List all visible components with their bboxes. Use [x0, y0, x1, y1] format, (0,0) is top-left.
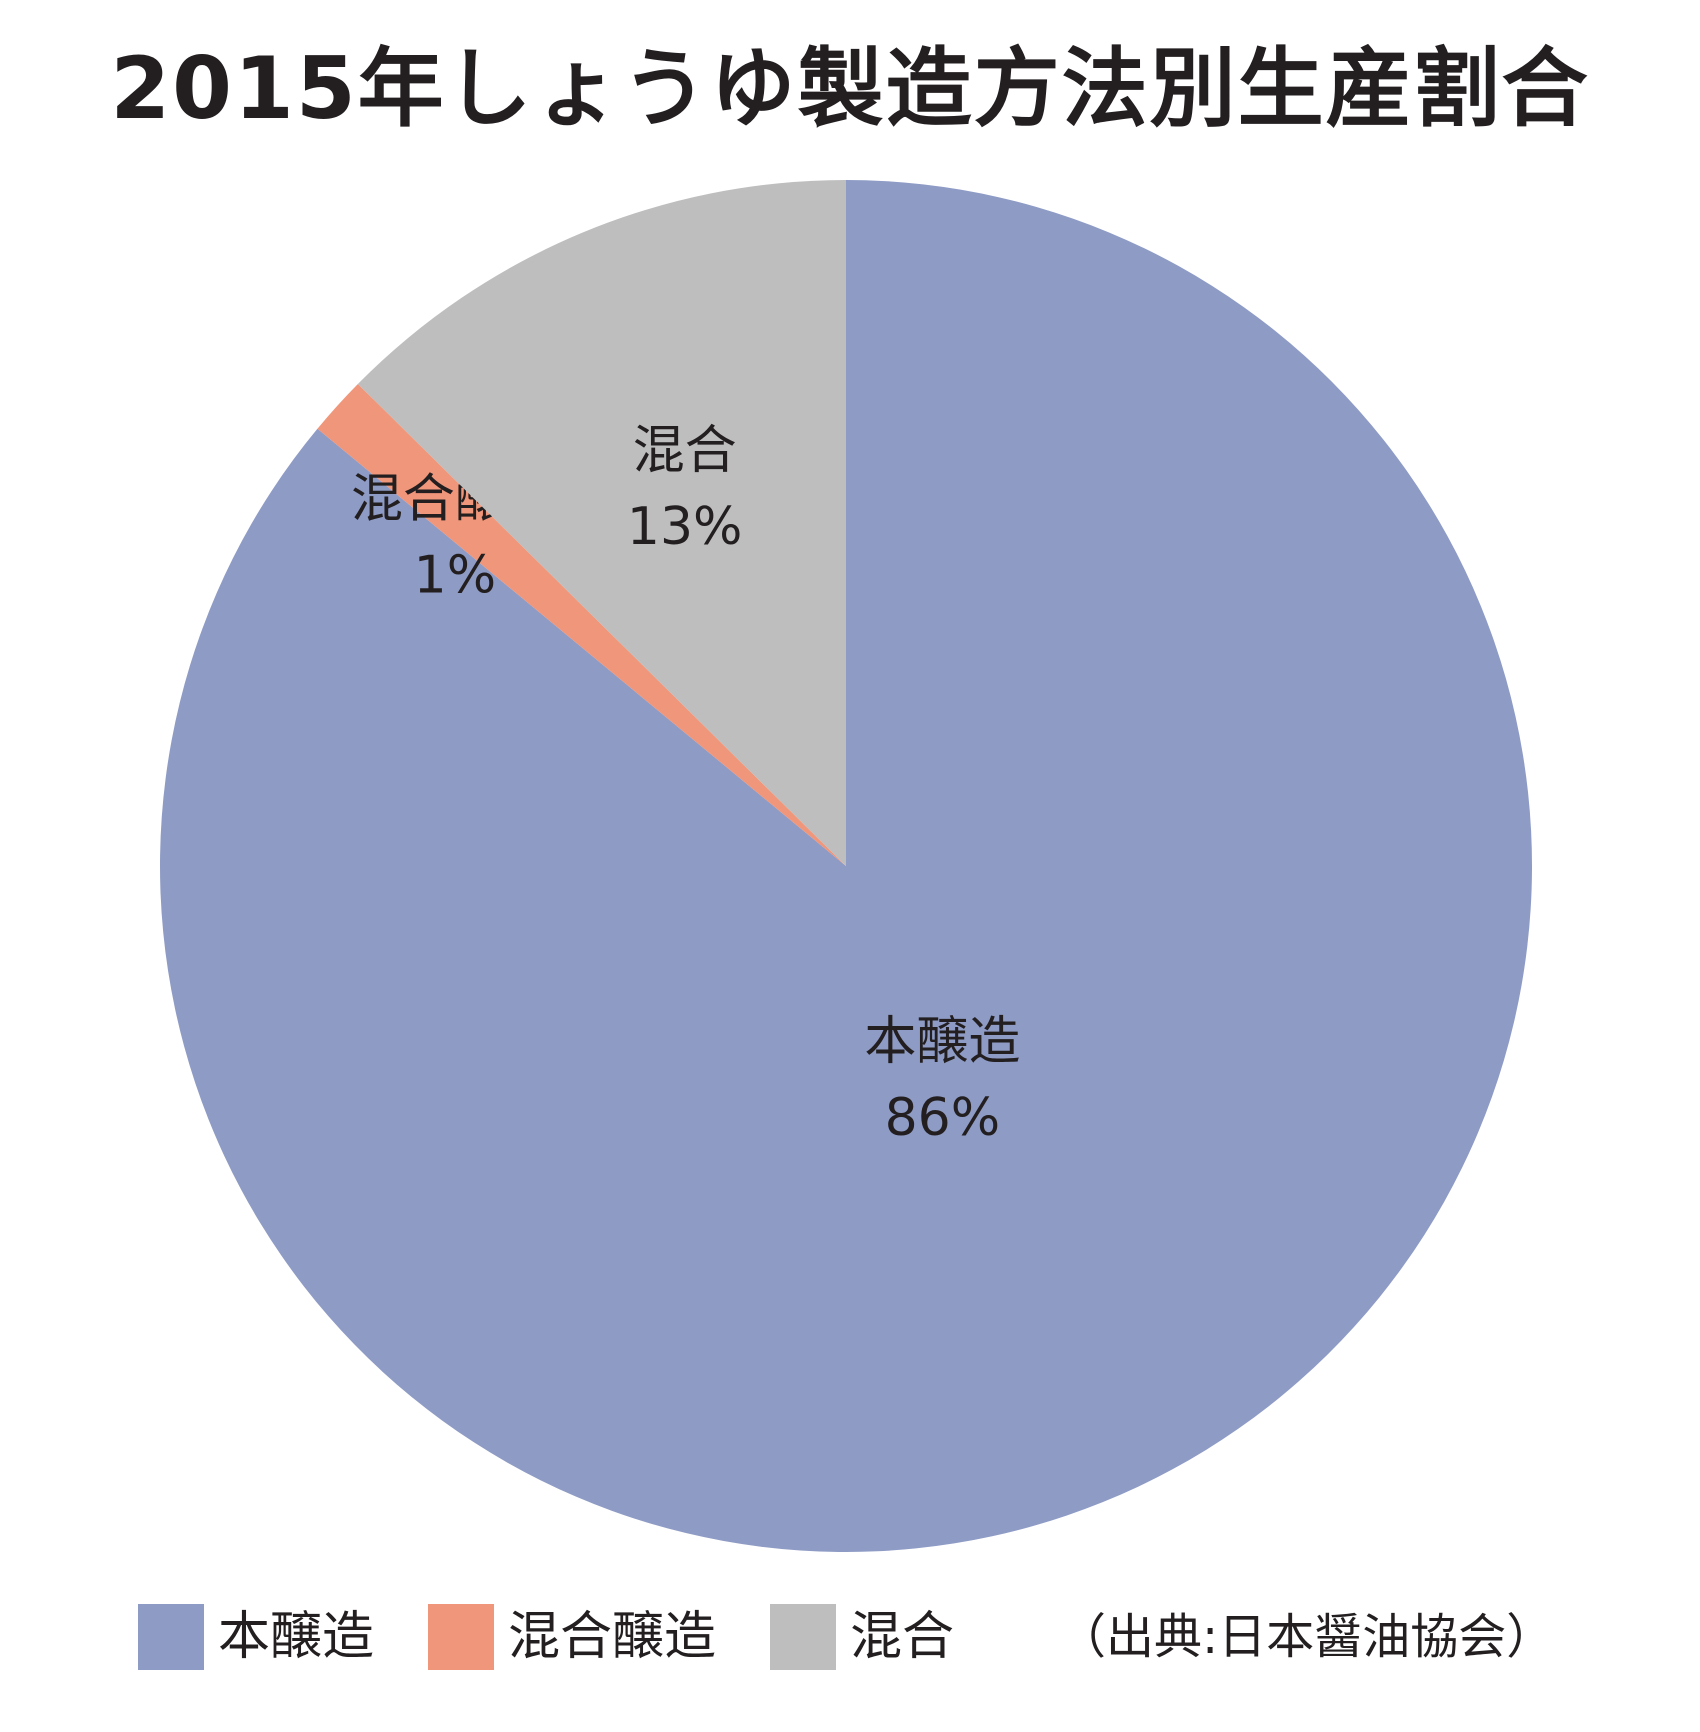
legend-item-kongo-jozo: 混合醸造 — [428, 1604, 716, 1670]
legend: 本醸造 混合醸造 混合 （出典:日本醤油協会） — [138, 1604, 1554, 1670]
legend-item-honjozo: 本醸造 — [138, 1604, 374, 1670]
legend-label-kongo: 混合 — [850, 1607, 955, 1667]
slice-value-label-honjozo: 86% — [885, 1088, 1001, 1148]
slice-value-label-kongo: 13% — [627, 497, 743, 557]
pie-slice-kongo-jozo — [317, 383, 846, 866]
slice-name-label-kongo: 混合 — [633, 421, 737, 481]
chart-title: 2015年しょうゆ製造方法別生産割合 — [110, 39, 1590, 139]
legend-swatch-honjozo — [138, 1604, 204, 1670]
legend-swatch-kongo — [770, 1604, 837, 1670]
legend-item-kongo: 混合 — [770, 1604, 954, 1670]
pie-slice-kongo — [357, 180, 846, 866]
pie-slice-honjozo — [159, 180, 1533, 1553]
slice-name-label-honjozo: 本醸造 — [864, 1012, 1020, 1072]
legend-swatch-kongo-jozo — [428, 1604, 495, 1670]
legend-label-kongo-jozo: 混合醸造 — [508, 1607, 717, 1667]
legend-label-honjozo: 本醸造 — [218, 1607, 375, 1667]
source-note: （出典:日本醤油協会） — [1058, 1609, 1555, 1665]
slice-value-label-kongo-jozo: 1% — [414, 546, 497, 606]
